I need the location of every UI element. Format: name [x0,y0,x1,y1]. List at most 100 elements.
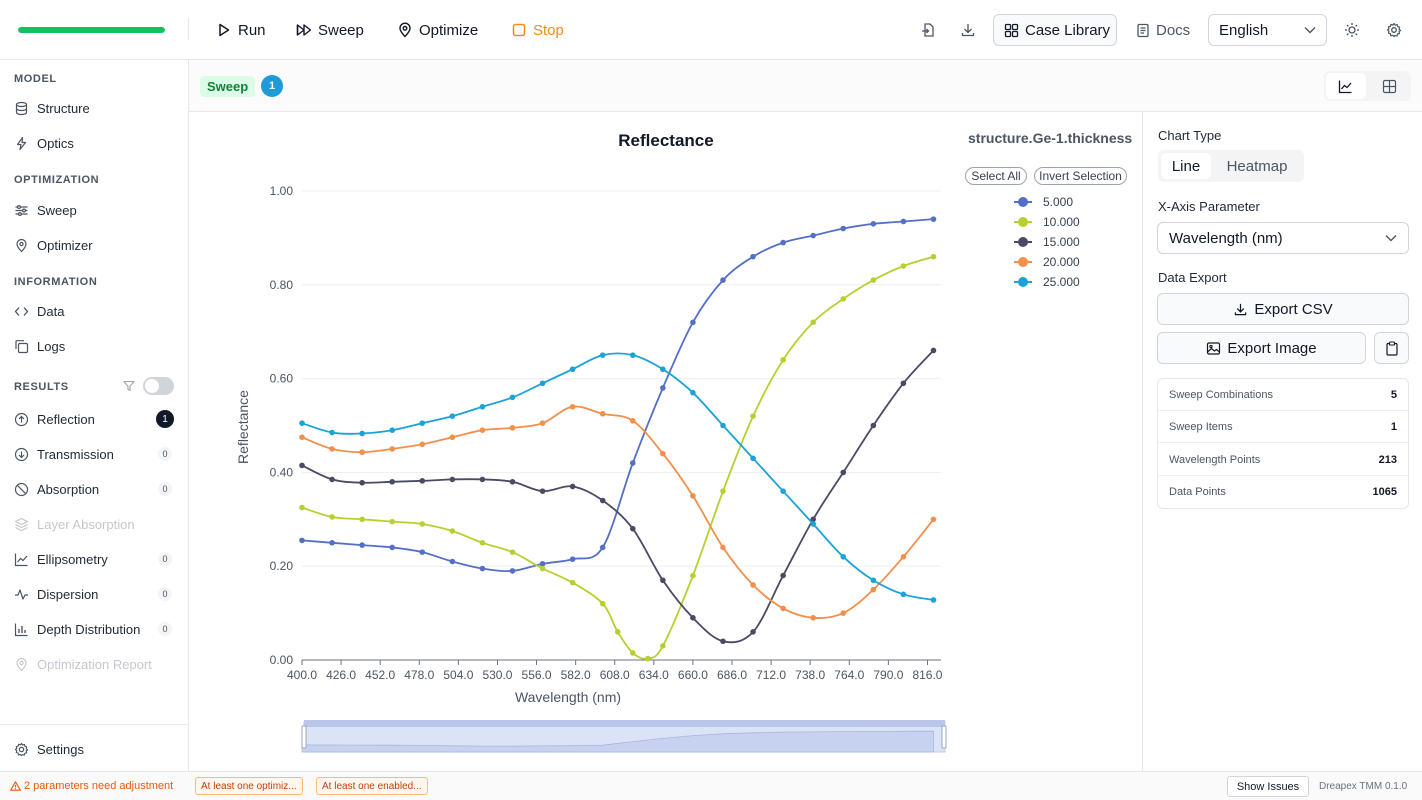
series-line [301,405,935,619]
sidebar-item-transmission[interactable]: Transmission 0 [14,442,176,466]
bar-chart-icon [14,622,29,637]
data-point [419,420,426,426]
stop-button[interactable]: Stop [511,16,564,44]
data-point [329,514,335,520]
sidebar-item-label: Transmission [37,446,114,462]
data-point [720,488,726,494]
data-point [930,216,937,222]
legend-item[interactable]: 5.000 [1014,195,1073,209]
data-point [299,504,305,511]
data-point [449,434,456,441]
docs-button[interactable]: Docs [1136,16,1190,44]
x-tick-label: 582.0 [561,668,591,682]
sidebar-item-data[interactable]: Data [14,299,176,323]
legend-parameter-name: structure.Ge-1.thickness [968,130,1132,146]
optimize-button[interactable]: Optimize [397,16,478,44]
data-point [660,577,666,584]
case-library-label: Case Library [1025,21,1111,39]
language-value: English [1219,21,1269,39]
parameter-warning[interactable]: 2 parameters need adjustment [10,780,173,792]
sweep-button[interactable]: Sweep [296,16,364,44]
export-csv-button[interactable]: Export CSV [1157,293,1409,325]
chart-type-label: Chart Type [1158,128,1222,143]
sun-icon [1344,22,1360,38]
settings-button[interactable] [1380,16,1408,44]
download-button[interactable] [954,16,982,44]
stat-row: Wavelength Points 213 [1158,444,1408,476]
copy-image-button[interactable] [1374,332,1409,364]
data-point [419,441,426,448]
select-all-button[interactable]: Select All [965,167,1027,185]
sidebar-item-logs[interactable]: Logs [14,334,176,358]
chart-type-heatmap-option[interactable]: Heatmap [1226,157,1288,175]
data-point [720,544,726,551]
run-button[interactable]: Run [216,16,266,44]
sidebar-item-dispersion[interactable]: Dispersion 0 [14,582,176,606]
sidebar-item-structure[interactable]: Structure [14,96,176,120]
issue-chip[interactable]: At least one optimiz... [195,777,303,795]
x-tick-label: 608.0 [600,668,630,682]
show-issues-button[interactable]: Show Issues [1227,776,1309,797]
chart-settings-panel: Chart Type Line Heatmap X-Axis Parameter… [1142,112,1422,771]
sidebar-item-depth-distribution[interactable]: Depth Distribution 0 [14,617,176,641]
sidebar-item-reflection[interactable]: Reflection 1 [14,407,176,431]
data-point [750,413,756,419]
data-zoom-slider[interactable] [301,720,947,753]
data-point [389,518,396,525]
theme-toggle-button[interactable] [1338,16,1366,44]
data-point [419,549,426,555]
x-tick-label: 764.0 [834,668,864,682]
sidebar-item-optics[interactable]: Optics [14,131,176,155]
data-point [660,385,666,391]
import-button[interactable] [914,16,942,44]
download-icon [1233,302,1248,317]
stat-value: 213 [1378,453,1397,466]
data-point [539,488,546,494]
legend-item[interactable]: 10.000 [1014,215,1080,229]
export-image-button[interactable]: Export Image [1157,332,1366,364]
data-point [900,554,907,560]
chart-type-line-option[interactable]: Line [1161,153,1211,179]
table-icon [1382,79,1397,94]
invert-selection-button[interactable]: Invert Selection [1034,167,1127,185]
results-filter-toggle[interactable] [143,377,174,395]
x-tick-label: 738.0 [795,668,825,682]
data-point [419,521,426,527]
data-point [539,420,546,426]
sweep-tab[interactable]: Sweep [200,76,256,97]
stat-value: 5 [1390,388,1397,401]
issue-chip[interactable]: At least one enabled... [316,777,428,795]
legend-item[interactable]: 25.000 [1014,275,1080,289]
data-point [900,218,907,225]
sidebar-item-optimizer[interactable]: Optimizer [14,233,176,257]
language-select[interactable]: English [1208,14,1327,46]
data-point [750,629,756,635]
legend-item[interactable]: 15.000 [1014,235,1080,249]
sidebar-item-label: Ellipsometry [37,551,108,567]
case-library-button[interactable]: Case Library [993,14,1117,46]
legend-label: 25.000 [1043,275,1080,289]
legend-item[interactable]: 20.000 [1014,255,1080,269]
sidebar-item-sweep[interactable]: Sweep [14,198,176,222]
data-point [329,429,335,436]
sliders-icon [14,203,29,218]
chevron-down-icon [1304,26,1316,34]
location-pin-icon [14,238,29,253]
chart-view-button[interactable] [1326,73,1366,99]
data-point [720,422,726,429]
series-10.000 [299,253,937,662]
stat-row: Data Points 1065 [1158,476,1408,508]
database-icon [14,101,29,116]
table-view-button[interactable] [1370,73,1410,99]
data-point [299,462,305,469]
filter-icon[interactable] [123,380,135,392]
data-point [840,469,847,476]
x-axis-parameter-select[interactable]: Wavelength (nm) [1157,222,1409,254]
data-point [840,554,847,560]
sidebar-item-ellipsometry[interactable]: Ellipsometry 0 [14,547,176,571]
top-toolbar: Run Sweep Optimize Stop Case Library [0,0,1422,60]
sidebar-item-absorption[interactable]: Absorption 0 [14,477,176,501]
sidebar-item-label: Optimizer [37,237,93,253]
sidebar-item-settings[interactable]: Settings [14,737,176,761]
progress-fill [18,27,165,33]
